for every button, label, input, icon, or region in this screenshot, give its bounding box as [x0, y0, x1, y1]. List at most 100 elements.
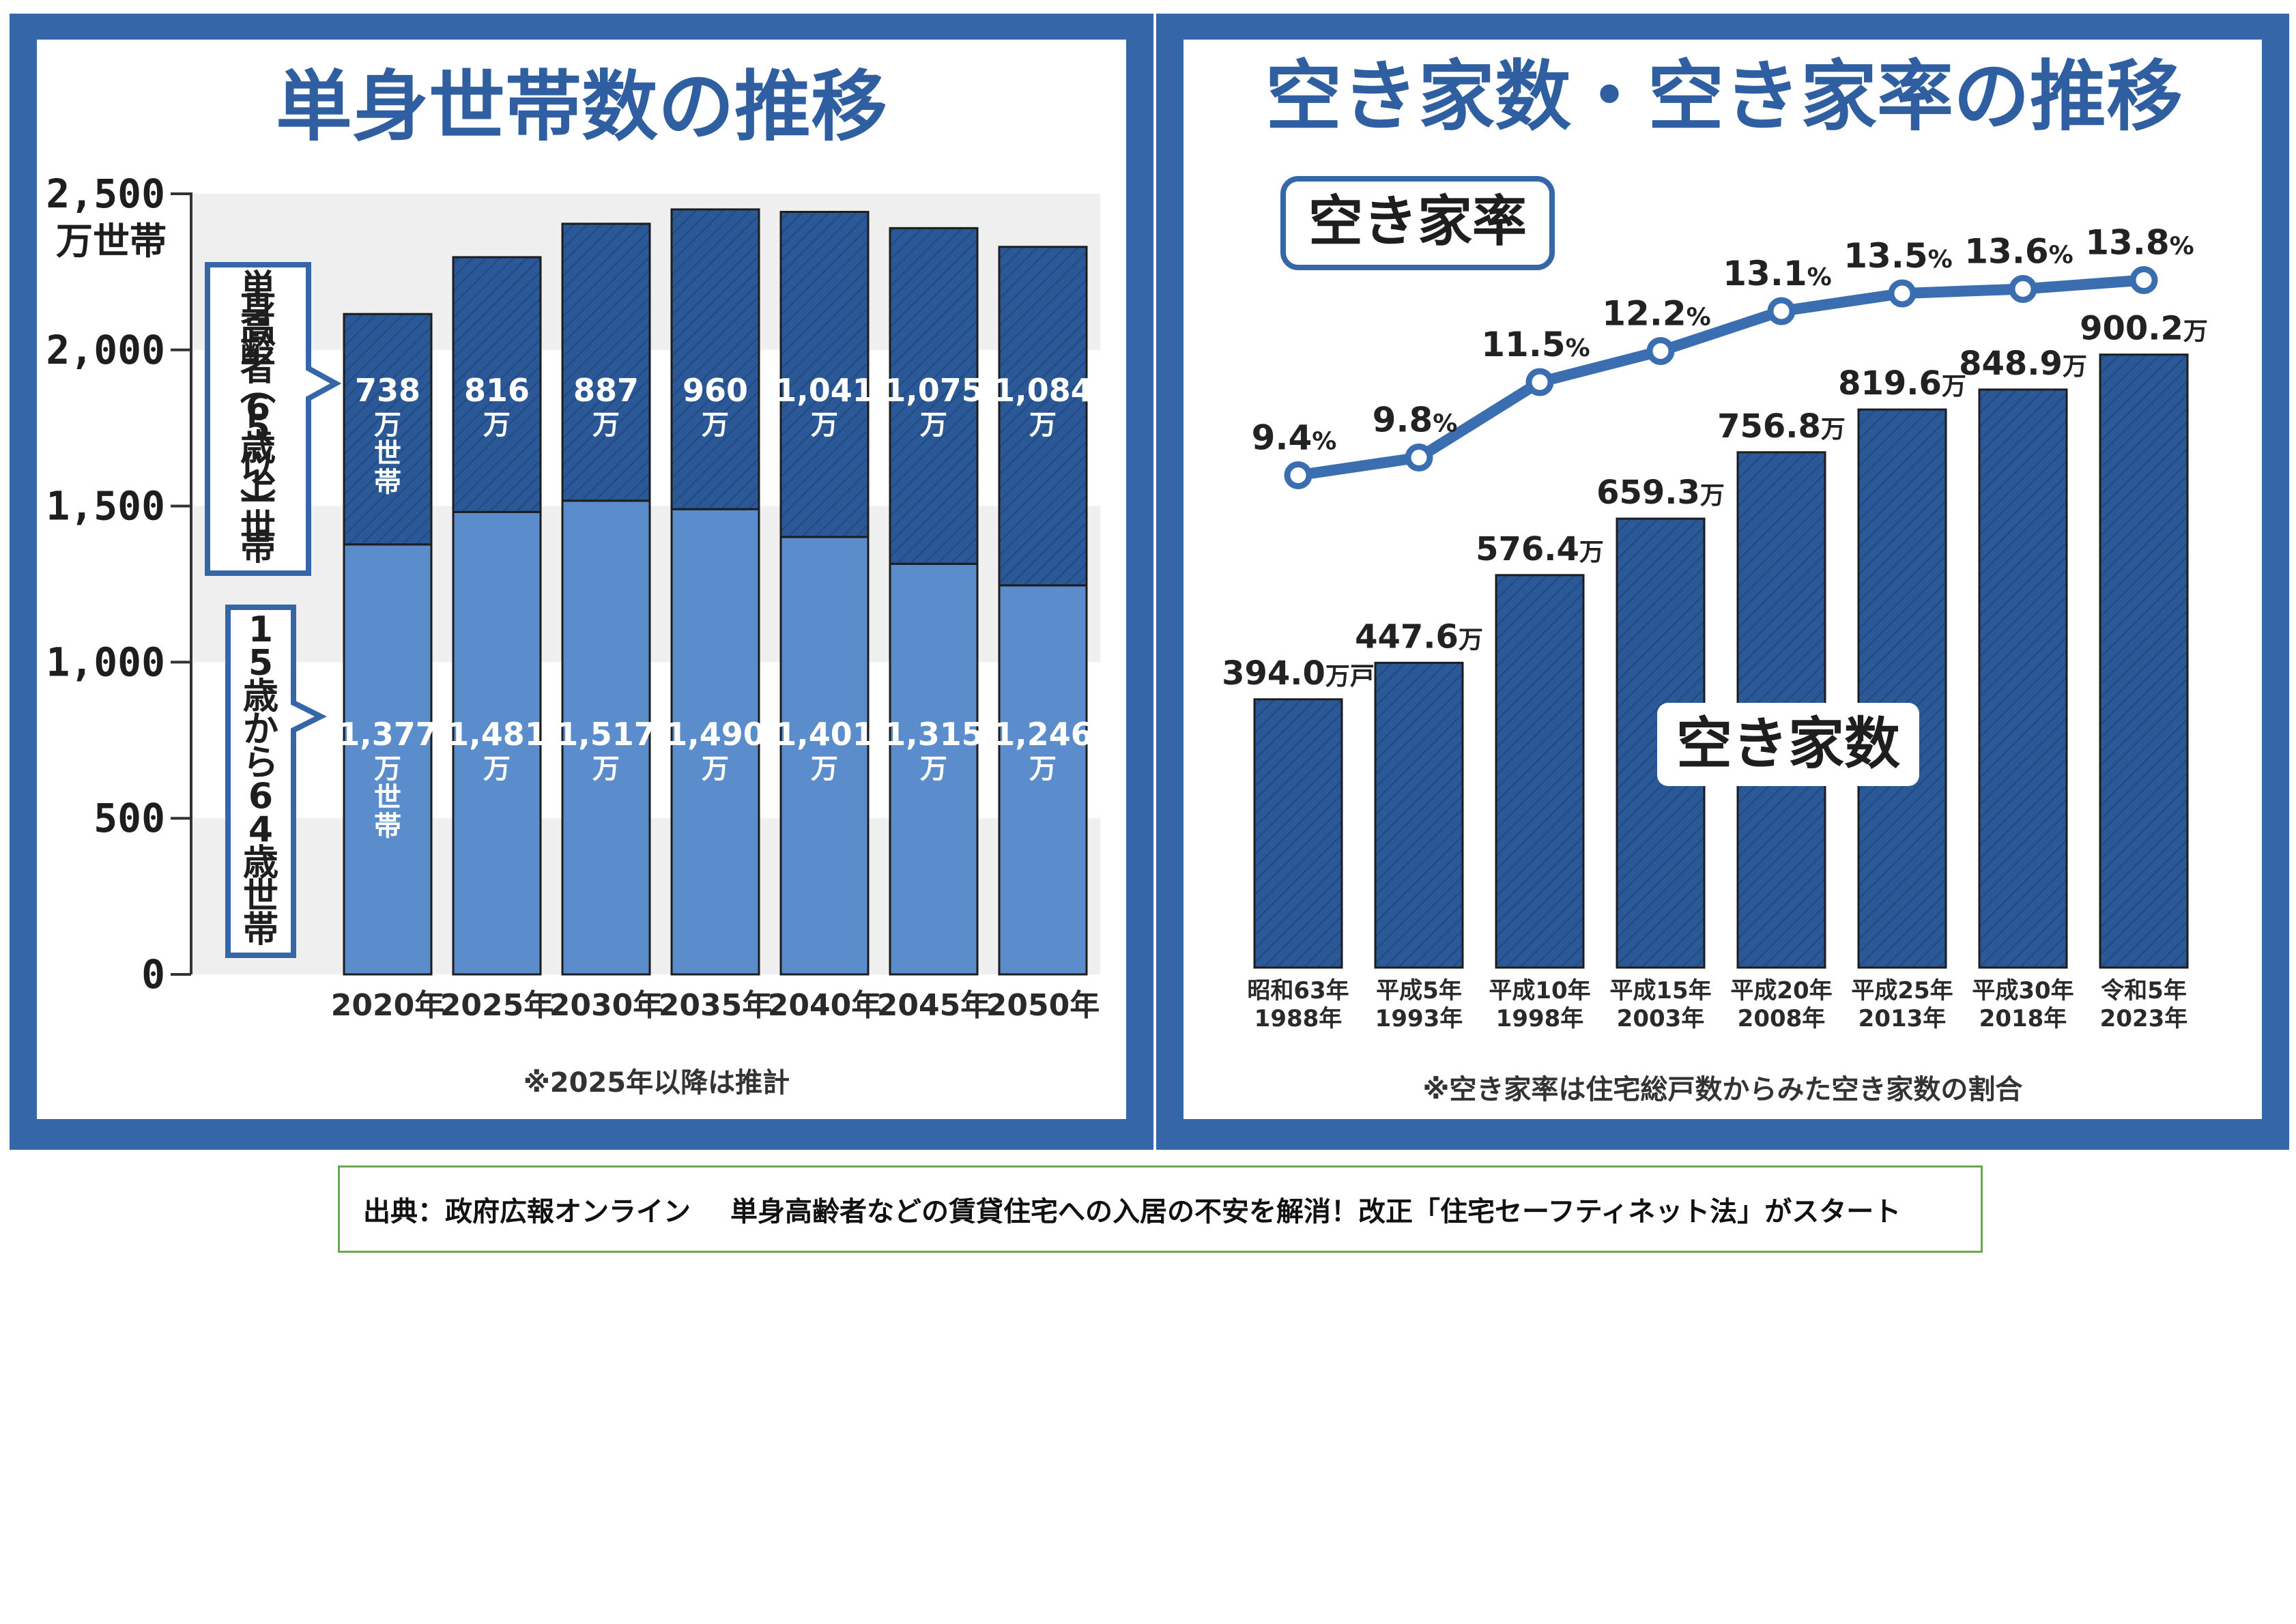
left-category-label: 2050年 [986, 988, 1100, 1023]
bar-elderly-unit: 万 [1029, 409, 1057, 441]
source-citation: 出典：政府広報オンライン 単身高齢者などの賃貸住宅への入居の不安を解消！改正「住… [338, 1165, 1983, 1253]
legend-elderly-char: ︵ [240, 368, 276, 409]
legend-vacant-homes: 空き家数 [1657, 703, 1919, 786]
right-category-label: 昭和63年 [1247, 977, 1349, 1004]
left-category-label: 2040年 [768, 988, 881, 1023]
bar-working-age-unit: 万 [592, 753, 620, 785]
vacancy-rate-value: 13.8% [2085, 223, 2194, 263]
vacancy-rate-value: 12.2% [1602, 294, 1710, 334]
bar-working-age-value: 1,481 [447, 716, 547, 753]
vacancy-rate-value: 9.8% [1373, 401, 1458, 440]
vacancy-rate-point [1525, 368, 1554, 396]
right-category-sublabel: 2023年 [2100, 1005, 2188, 1032]
right-category-label: 平成20年 [1730, 977, 1832, 1004]
right-chart-title: 空き家数・空き家率の推移 [1265, 53, 2183, 141]
right-chart-note: ※空き家率は住宅総戸数からみた空き家数の割合 [1423, 1074, 2023, 1105]
bar-working-age-value: 1,315 [884, 716, 984, 753]
bar-working-age [670, 508, 760, 976]
vacancy-rate-point [1888, 279, 1917, 308]
left-y-tick-label: 500 [94, 795, 165, 841]
legend-elderly-char: 単 [240, 268, 276, 309]
left-y-unit-label: 万世帯 [56, 220, 167, 263]
vacancy-rate-value: 13.6% [1964, 232, 2073, 272]
left-bars: 738万世帯1,377万世帯816万1,481万887万1,517万960万1,… [338, 208, 1093, 976]
bar-elderly-unit-char: 帯 [374, 467, 401, 498]
legend-working-age-char: 5 [248, 643, 273, 684]
bar-working-age-value: 1,490 [665, 716, 765, 753]
bar-vacant-homes [1857, 408, 1947, 969]
legend-elderly-char: 上 [240, 467, 276, 508]
left-category-label: 2045年 [877, 988, 990, 1023]
bar-working-age [998, 584, 1088, 976]
bar-elderly-value: 887 [573, 372, 639, 409]
right-category-label: 平成15年 [1609, 977, 1711, 1004]
vacancy-rate-point [1646, 337, 1675, 365]
legend-working-age-char: ら [243, 743, 278, 784]
bar-elderly-value: 1,041 [775, 372, 874, 409]
vacancy-rate-point [1405, 444, 1433, 472]
bar-vacant-homes [1495, 574, 1585, 969]
bar-working-age-unit-char: 世 [374, 782, 401, 813]
legend-elderly-char: 歳 [240, 428, 276, 469]
bar-working-age-unit: 万 [811, 753, 838, 785]
legend-elderly-char: 者 [240, 348, 276, 389]
source-title: 単身高齢者などの賃貸住宅への入居の不安を解消！改正「住宅セーフティネット法」がス… [730, 1196, 1902, 1228]
vacancy-rate-value: 9.4% [1252, 418, 1337, 458]
bar-elderly-unit: 万 [592, 409, 620, 441]
left-category-label: 2020年 [331, 988, 444, 1023]
left-category-label: 2030年 [549, 988, 663, 1023]
source-label: 出典：政府広報オンライン [363, 1196, 691, 1228]
bar-elderly-value: 1,084 [993, 372, 1093, 409]
legend-working-age: 1 5 歳から 6 4 歳世帯 [225, 605, 327, 958]
bar-elderly-value: 960 [683, 372, 748, 409]
right-category-labels: 昭和63年1988年平成5年1993年平成10年1998年平成15年2003年平… [1247, 977, 2187, 1032]
legend-elderly-char: ︶ [240, 488, 276, 529]
legend-elderly-char: 以 [240, 448, 276, 489]
bar-elderly-unit: 万 [483, 409, 511, 441]
bar-vacant-homes-value: 659.3万 [1596, 474, 1725, 512]
legend-vacancy-rate-box [1280, 176, 1555, 270]
bar-working-age-unit: 万 [702, 753, 729, 785]
left-y-axis: 0 500 1,000 1,500 2,000 2,500 [46, 171, 192, 998]
legend-vacant-homes-box [1657, 703, 1919, 786]
bar-elderly [779, 211, 870, 538]
bar-elderly-value: 738 [355, 372, 420, 409]
vacancy-rate-point [1284, 461, 1312, 489]
left-category-label: 2035年 [659, 988, 772, 1023]
bar-working-age [343, 543, 433, 976]
left-y-tick-label: 0 [141, 951, 165, 998]
legend-elderly-char: 5 [246, 408, 270, 449]
legend-elderly-char: 高 [240, 308, 276, 349]
bar-elderly-unit: 万 [702, 409, 729, 441]
bar-working-age-unit-char: 万 [374, 753, 401, 785]
legend-working-age-char: か [243, 710, 278, 751]
bar-elderly [998, 246, 1088, 587]
bar-elderly-unit-char: 万 [374, 409, 401, 441]
vacancy-rate-line [1297, 274, 2144, 481]
bar-elderly [561, 222, 651, 502]
right-category-label: 平成25年 [1851, 977, 1953, 1004]
right-category-label: 平成30年 [1972, 977, 2073, 1004]
bar-working-age [452, 510, 542, 976]
bar-vacant-homes-value: 394.0万戸 [1222, 654, 1375, 693]
vacancy-rate-point [1767, 297, 1796, 325]
vacancy-rate-point [2009, 275, 2037, 303]
legend-vacant-homes-label: 空き家数 [1676, 712, 1900, 777]
legend-elderly-char: 齢 [240, 328, 276, 369]
right-category-sublabel: 1998年 [1496, 1005, 1584, 1032]
legend-working-age-box [225, 605, 327, 958]
legend-elderly-box [205, 262, 342, 576]
legend-working-age-char: 1 [248, 609, 273, 650]
legend-working-age-char: 世 [243, 876, 278, 917]
legend-elderly-char: 6 [246, 388, 270, 429]
vacancy-rate-value: 13.1% [1723, 254, 1831, 293]
bar-working-age [561, 499, 651, 976]
right-category-label: 令和5年 [2101, 977, 2187, 1004]
bar-elderly [452, 256, 542, 513]
bar-elderly-unit: 万 [811, 409, 838, 441]
vacancy-rate-point [2129, 266, 2158, 294]
